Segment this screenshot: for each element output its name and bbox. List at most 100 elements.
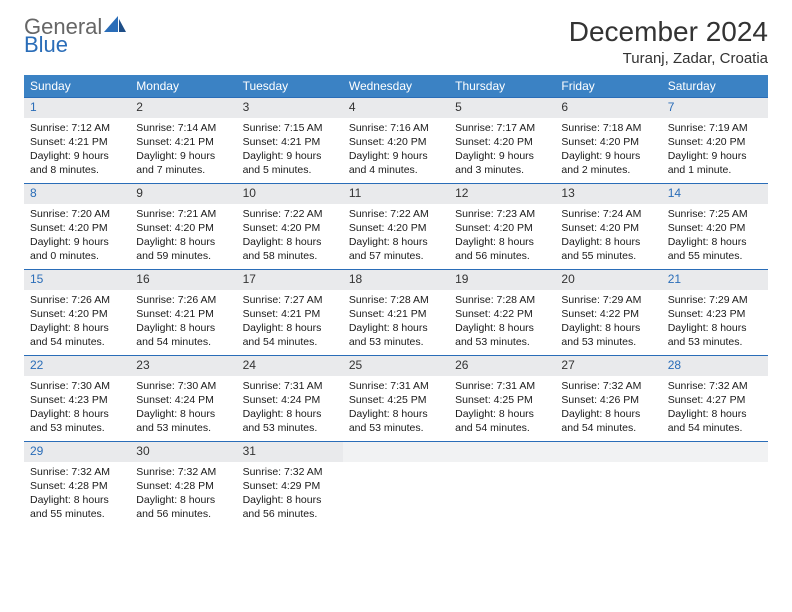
calendar-cell: 13Sunrise: 7:24 AMSunset: 4:20 PMDayligh… [555, 183, 661, 269]
day-details: Sunrise: 7:30 AMSunset: 4:23 PMDaylight:… [24, 376, 130, 440]
daylight-line: Daylight: 8 hours and 53 minutes. [349, 321, 443, 349]
sunrise-line: Sunrise: 7:32 AM [668, 379, 762, 393]
daylight-line: Daylight: 8 hours and 54 minutes. [136, 321, 230, 349]
sunrise-line: Sunrise: 7:31 AM [243, 379, 337, 393]
calendar-cell: 22Sunrise: 7:30 AMSunset: 4:23 PMDayligh… [24, 355, 130, 441]
sunset-line: Sunset: 4:20 PM [668, 221, 762, 235]
day-number: 8 [24, 184, 130, 204]
sunset-line: Sunset: 4:24 PM [243, 393, 337, 407]
sunset-line: Sunset: 4:21 PM [243, 135, 337, 149]
sunrise-line: Sunrise: 7:22 AM [243, 207, 337, 221]
sunrise-line: Sunrise: 7:18 AM [561, 121, 655, 135]
day-details: Sunrise: 7:32 AMSunset: 4:28 PMDaylight:… [130, 462, 236, 526]
day-details: Sunrise: 7:32 AMSunset: 4:28 PMDaylight:… [24, 462, 130, 526]
day-details: Sunrise: 7:30 AMSunset: 4:24 PMDaylight:… [130, 376, 236, 440]
calendar-week: 1Sunrise: 7:12 AMSunset: 4:21 PMDaylight… [24, 97, 768, 183]
sunset-line: Sunset: 4:20 PM [561, 221, 655, 235]
calendar-cell: 17Sunrise: 7:27 AMSunset: 4:21 PMDayligh… [237, 269, 343, 355]
calendar-cell: 24Sunrise: 7:31 AMSunset: 4:24 PMDayligh… [237, 355, 343, 441]
sunset-line: Sunset: 4:26 PM [561, 393, 655, 407]
daylight-line: Daylight: 9 hours and 4 minutes. [349, 149, 443, 177]
calendar-cell: 16Sunrise: 7:26 AMSunset: 4:21 PMDayligh… [130, 269, 236, 355]
sunset-line: Sunset: 4:20 PM [30, 221, 124, 235]
calendar-cell [555, 441, 661, 527]
daylight-line: Daylight: 8 hours and 56 minutes. [455, 235, 549, 263]
daylight-line: Daylight: 9 hours and 1 minute. [668, 149, 762, 177]
sunrise-line: Sunrise: 7:26 AM [136, 293, 230, 307]
sunset-line: Sunset: 4:20 PM [136, 221, 230, 235]
calendar-cell: 7Sunrise: 7:19 AMSunset: 4:20 PMDaylight… [662, 97, 768, 183]
day-number: 20 [555, 270, 661, 290]
sunrise-line: Sunrise: 7:23 AM [455, 207, 549, 221]
day-details: Sunrise: 7:32 AMSunset: 4:29 PMDaylight:… [237, 462, 343, 526]
day-number: 3 [237, 98, 343, 118]
daylight-line: Daylight: 8 hours and 53 minutes. [455, 321, 549, 349]
daylight-line: Daylight: 8 hours and 53 minutes. [561, 321, 655, 349]
sunset-line: Sunset: 4:20 PM [455, 135, 549, 149]
day-details: Sunrise: 7:26 AMSunset: 4:20 PMDaylight:… [24, 290, 130, 354]
day-number: 28 [662, 356, 768, 376]
sunrise-line: Sunrise: 7:32 AM [136, 465, 230, 479]
day-number: 9 [130, 184, 236, 204]
daylight-line: Daylight: 8 hours and 55 minutes. [561, 235, 655, 263]
day-number: 29 [24, 442, 130, 462]
sunset-line: Sunset: 4:23 PM [30, 393, 124, 407]
sunrise-line: Sunrise: 7:32 AM [243, 465, 337, 479]
day-number: 25 [343, 356, 449, 376]
sunset-line: Sunset: 4:20 PM [349, 221, 443, 235]
calendar-body: 1Sunrise: 7:12 AMSunset: 4:21 PMDaylight… [24, 97, 768, 527]
daylight-line: Daylight: 8 hours and 58 minutes. [243, 235, 337, 263]
daylight-line: Daylight: 9 hours and 5 minutes. [243, 149, 337, 177]
sunrise-line: Sunrise: 7:28 AM [455, 293, 549, 307]
calendar-cell: 26Sunrise: 7:31 AMSunset: 4:25 PMDayligh… [449, 355, 555, 441]
sunrise-line: Sunrise: 7:27 AM [243, 293, 337, 307]
daylight-line: Daylight: 8 hours and 53 minutes. [349, 407, 443, 435]
day-details: Sunrise: 7:12 AMSunset: 4:21 PMDaylight:… [24, 118, 130, 182]
day-number: 4 [343, 98, 449, 118]
day-details: Sunrise: 7:17 AMSunset: 4:20 PMDaylight:… [449, 118, 555, 182]
calendar-cell: 2Sunrise: 7:14 AMSunset: 4:21 PMDaylight… [130, 97, 236, 183]
daylight-line: Daylight: 8 hours and 56 minutes. [243, 493, 337, 521]
day-number: 17 [237, 270, 343, 290]
day-details: Sunrise: 7:32 AMSunset: 4:27 PMDaylight:… [662, 376, 768, 440]
day-number: 19 [449, 270, 555, 290]
day-details: Sunrise: 7:29 AMSunset: 4:22 PMDaylight:… [555, 290, 661, 354]
weekday-header: Saturday [662, 75, 768, 97]
day-number: 16 [130, 270, 236, 290]
calendar-cell: 30Sunrise: 7:32 AMSunset: 4:28 PMDayligh… [130, 441, 236, 527]
daylight-line: Daylight: 9 hours and 0 minutes. [30, 235, 124, 263]
sunrise-line: Sunrise: 7:32 AM [561, 379, 655, 393]
day-number: 1 [24, 98, 130, 118]
day-details: Sunrise: 7:28 AMSunset: 4:21 PMDaylight:… [343, 290, 449, 354]
sunset-line: Sunset: 4:23 PM [668, 307, 762, 321]
day-details: Sunrise: 7:27 AMSunset: 4:21 PMDaylight:… [237, 290, 343, 354]
sunset-line: Sunset: 4:28 PM [30, 479, 124, 493]
sunset-line: Sunset: 4:20 PM [30, 307, 124, 321]
weekday-header: Sunday [24, 75, 130, 97]
daylight-line: Daylight: 8 hours and 53 minutes. [30, 407, 124, 435]
calendar-cell: 25Sunrise: 7:31 AMSunset: 4:25 PMDayligh… [343, 355, 449, 441]
calendar-cell: 8Sunrise: 7:20 AMSunset: 4:20 PMDaylight… [24, 183, 130, 269]
day-number: 12 [449, 184, 555, 204]
daylight-line: Daylight: 8 hours and 53 minutes. [668, 321, 762, 349]
sunset-line: Sunset: 4:20 PM [668, 135, 762, 149]
day-details: Sunrise: 7:32 AMSunset: 4:26 PMDaylight:… [555, 376, 661, 440]
sunrise-line: Sunrise: 7:21 AM [136, 207, 230, 221]
location: Turanj, Zadar, Croatia [569, 50, 768, 67]
day-number: 5 [449, 98, 555, 118]
sunset-line: Sunset: 4:20 PM [349, 135, 443, 149]
sunset-line: Sunset: 4:25 PM [455, 393, 549, 407]
day-number: 21 [662, 270, 768, 290]
day-details: Sunrise: 7:22 AMSunset: 4:20 PMDaylight:… [343, 204, 449, 268]
daylight-line: Daylight: 8 hours and 55 minutes. [30, 493, 124, 521]
sunrise-line: Sunrise: 7:32 AM [30, 465, 124, 479]
day-details: Sunrise: 7:23 AMSunset: 4:20 PMDaylight:… [449, 204, 555, 268]
day-number: 10 [237, 184, 343, 204]
day-details: Sunrise: 7:31 AMSunset: 4:25 PMDaylight:… [343, 376, 449, 440]
sunset-line: Sunset: 4:21 PM [30, 135, 124, 149]
daylight-line: Daylight: 8 hours and 54 minutes. [668, 407, 762, 435]
weekday-header-row: SundayMondayTuesdayWednesdayThursdayFrid… [24, 75, 768, 97]
daylight-line: Daylight: 9 hours and 2 minutes. [561, 149, 655, 177]
calendar-cell: 28Sunrise: 7:32 AMSunset: 4:27 PMDayligh… [662, 355, 768, 441]
sunset-line: Sunset: 4:20 PM [243, 221, 337, 235]
